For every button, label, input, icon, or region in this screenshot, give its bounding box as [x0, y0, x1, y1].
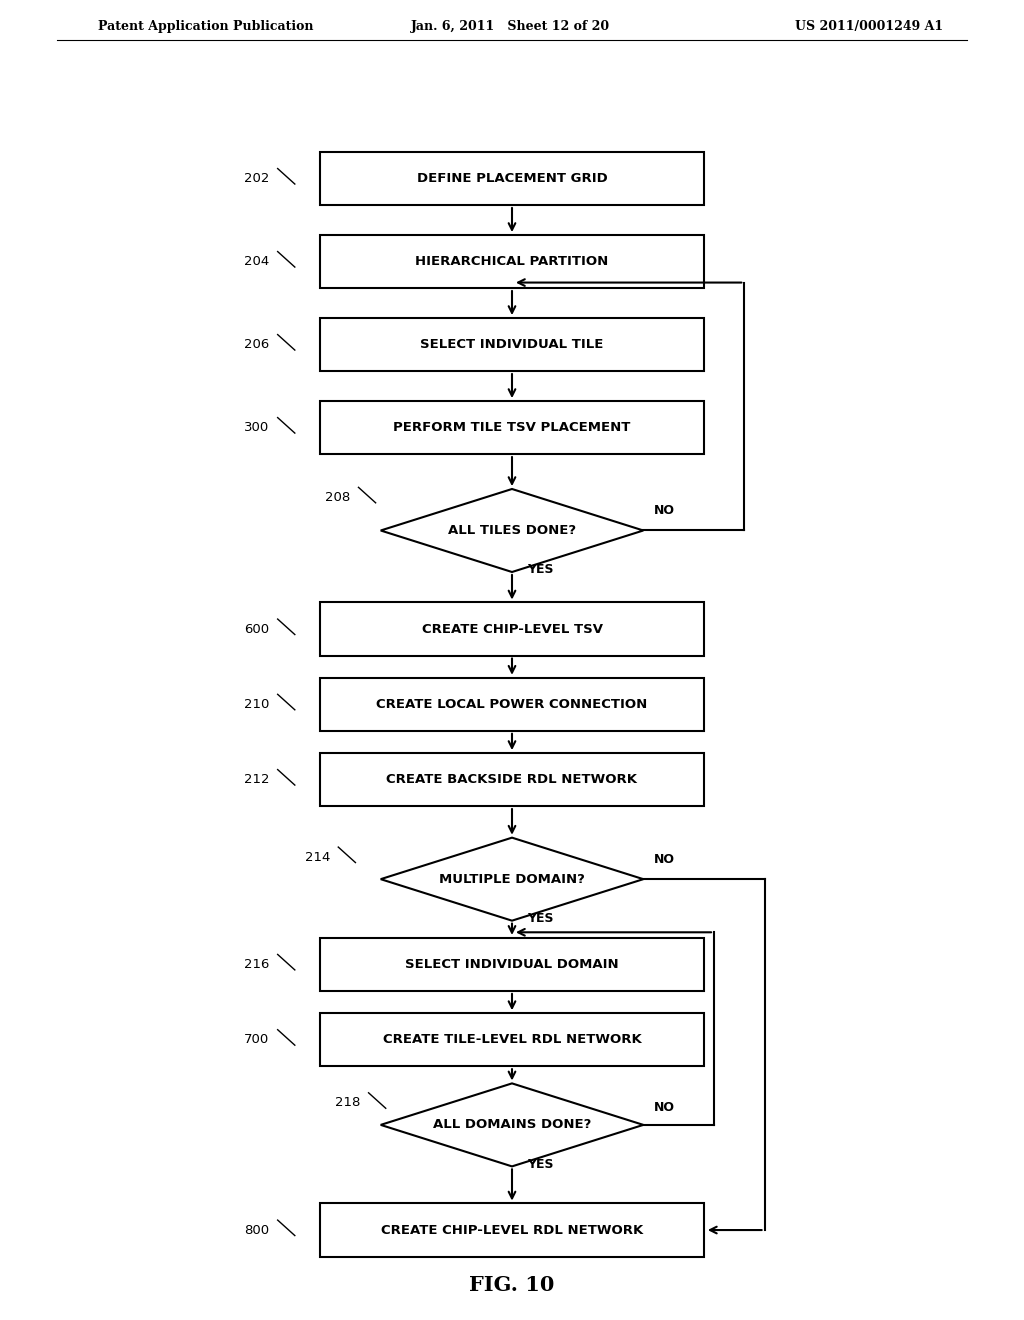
Text: FIG. 10: FIG. 10 [469, 1275, 555, 1295]
Text: SELECT INDIVIDUAL DOMAIN: SELECT INDIVIDUAL DOMAIN [406, 958, 618, 972]
Text: MULTIPLE DOMAIN?: MULTIPLE DOMAIN? [439, 873, 585, 886]
Text: 300: 300 [245, 421, 269, 434]
Text: YES: YES [527, 912, 554, 925]
Text: DEFINE PLACEMENT GRID: DEFINE PLACEMENT GRID [417, 172, 607, 185]
Text: 218: 218 [335, 1096, 360, 1109]
Text: Jan. 6, 2011   Sheet 12 of 20: Jan. 6, 2011 Sheet 12 of 20 [411, 20, 610, 33]
Text: NO: NO [653, 853, 675, 866]
FancyBboxPatch shape [321, 752, 703, 807]
Text: HIERARCHICAL PARTITION: HIERARCHICAL PARTITION [416, 255, 608, 268]
Text: CREATE BACKSIDE RDL NETWORK: CREATE BACKSIDE RDL NETWORK [386, 774, 638, 785]
Text: 210: 210 [244, 698, 269, 710]
Text: NO: NO [653, 504, 675, 517]
Text: Patent Application Publication: Patent Application Publication [98, 20, 313, 33]
Text: YES: YES [527, 1158, 554, 1171]
Text: NO: NO [653, 1101, 675, 1114]
FancyBboxPatch shape [321, 318, 703, 371]
Polygon shape [381, 838, 643, 920]
Text: 600: 600 [245, 623, 269, 635]
Text: CREATE CHIP-LEVEL RDL NETWORK: CREATE CHIP-LEVEL RDL NETWORK [381, 1224, 643, 1237]
FancyBboxPatch shape [321, 677, 703, 731]
Text: 206: 206 [245, 338, 269, 351]
Text: 212: 212 [244, 774, 269, 785]
Text: 204: 204 [245, 255, 269, 268]
FancyBboxPatch shape [321, 602, 703, 656]
Text: 202: 202 [244, 172, 269, 185]
Polygon shape [381, 488, 643, 572]
Text: 700: 700 [245, 1034, 269, 1047]
Text: US 2011/0001249 A1: US 2011/0001249 A1 [795, 20, 943, 33]
FancyBboxPatch shape [321, 401, 703, 454]
Text: 216: 216 [244, 958, 269, 972]
FancyBboxPatch shape [321, 1012, 703, 1067]
Text: 214: 214 [305, 850, 330, 863]
Text: PERFORM TILE TSV PLACEMENT: PERFORM TILE TSV PLACEMENT [393, 421, 631, 434]
FancyBboxPatch shape [321, 937, 703, 991]
FancyBboxPatch shape [321, 152, 703, 205]
Text: YES: YES [527, 564, 554, 576]
Text: 208: 208 [326, 491, 350, 504]
Text: CREATE CHIP-LEVEL TSV: CREATE CHIP-LEVEL TSV [422, 623, 602, 635]
Text: 800: 800 [245, 1224, 269, 1237]
Text: ALL DOMAINS DONE?: ALL DOMAINS DONE? [433, 1118, 591, 1131]
Text: CREATE TILE-LEVEL RDL NETWORK: CREATE TILE-LEVEL RDL NETWORK [383, 1034, 641, 1047]
Polygon shape [381, 1084, 643, 1167]
FancyBboxPatch shape [321, 1204, 703, 1257]
Text: ALL TILES DONE?: ALL TILES DONE? [447, 524, 577, 537]
Text: SELECT INDIVIDUAL TILE: SELECT INDIVIDUAL TILE [420, 338, 604, 351]
FancyBboxPatch shape [321, 235, 703, 288]
Text: CREATE LOCAL POWER CONNECTION: CREATE LOCAL POWER CONNECTION [377, 698, 647, 710]
